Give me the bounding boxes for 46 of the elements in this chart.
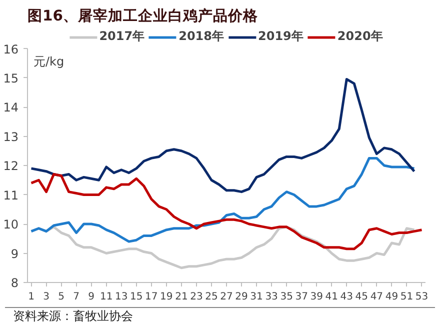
- legend-label: 2018年: [178, 28, 224, 45]
- legend-label: 2020年: [337, 28, 383, 45]
- x-tick-label: 19: [160, 292, 173, 302]
- x-tick-label: 33: [265, 292, 278, 302]
- y-tick-label: 10: [3, 218, 19, 232]
- text: 资料来源：畜牧业协会: [13, 308, 133, 324]
- y-axis-title: 元/kg: [34, 54, 64, 68]
- x-tick-label: 1: [28, 292, 34, 302]
- y-tick-label: 15: [3, 71, 19, 86]
- y-tick-label: 12: [3, 159, 19, 173]
- y-tick-label: 11: [3, 188, 19, 202]
- chart-title: 图16、屠宰加工企业白鸡产品价格: [28, 6, 259, 24]
- line-series: [30, 78, 416, 194]
- x-tick-label: 9: [88, 292, 95, 302]
- x-tick-label: 23: [190, 292, 203, 302]
- legend-label: 2017年: [99, 28, 145, 45]
- x-tick-label: 41: [325, 292, 338, 302]
- x-tick-label: 25: [205, 292, 218, 302]
- x-tick-label: 3: [43, 292, 50, 302]
- x-tick-label: 27: [220, 292, 233, 302]
- y-tick-label: 8: [10, 276, 19, 290]
- y-tick-label: 9: [10, 246, 19, 261]
- x-tick-label: 53: [415, 292, 428, 302]
- x-tick-label: 51: [400, 292, 414, 302]
- x-tick-label: 39: [310, 292, 323, 302]
- x-tick-label: 5: [58, 292, 64, 302]
- line-series: [30, 173, 423, 250]
- x-tick-label: 47: [370, 292, 384, 302]
- y-tick-label: 13: [3, 130, 19, 144]
- line-series: [30, 156, 416, 243]
- x-tick-label: 37: [295, 292, 308, 302]
- x-tick-label: 43: [340, 292, 354, 302]
- x-tick-label: 45: [355, 292, 368, 302]
- x-tick-label: 49: [385, 292, 398, 302]
- x-tick-label: 21: [175, 292, 188, 302]
- y-tick-label: 14: [3, 100, 19, 114]
- x-tick-label: 11: [100, 292, 113, 302]
- legend-label: 2019年: [258, 28, 304, 45]
- x-tick-label: 13: [115, 292, 128, 302]
- y-tick-label: 16: [3, 42, 19, 56]
- x-tick-label: 31: [250, 292, 263, 302]
- x-tick-label: 29: [235, 292, 248, 302]
- x-tick-label: 35: [280, 292, 293, 302]
- x-tick-label: 17: [145, 292, 158, 302]
- x-tick-label: 15: [130, 292, 143, 302]
- x-tick-label: 7: [73, 292, 80, 302]
